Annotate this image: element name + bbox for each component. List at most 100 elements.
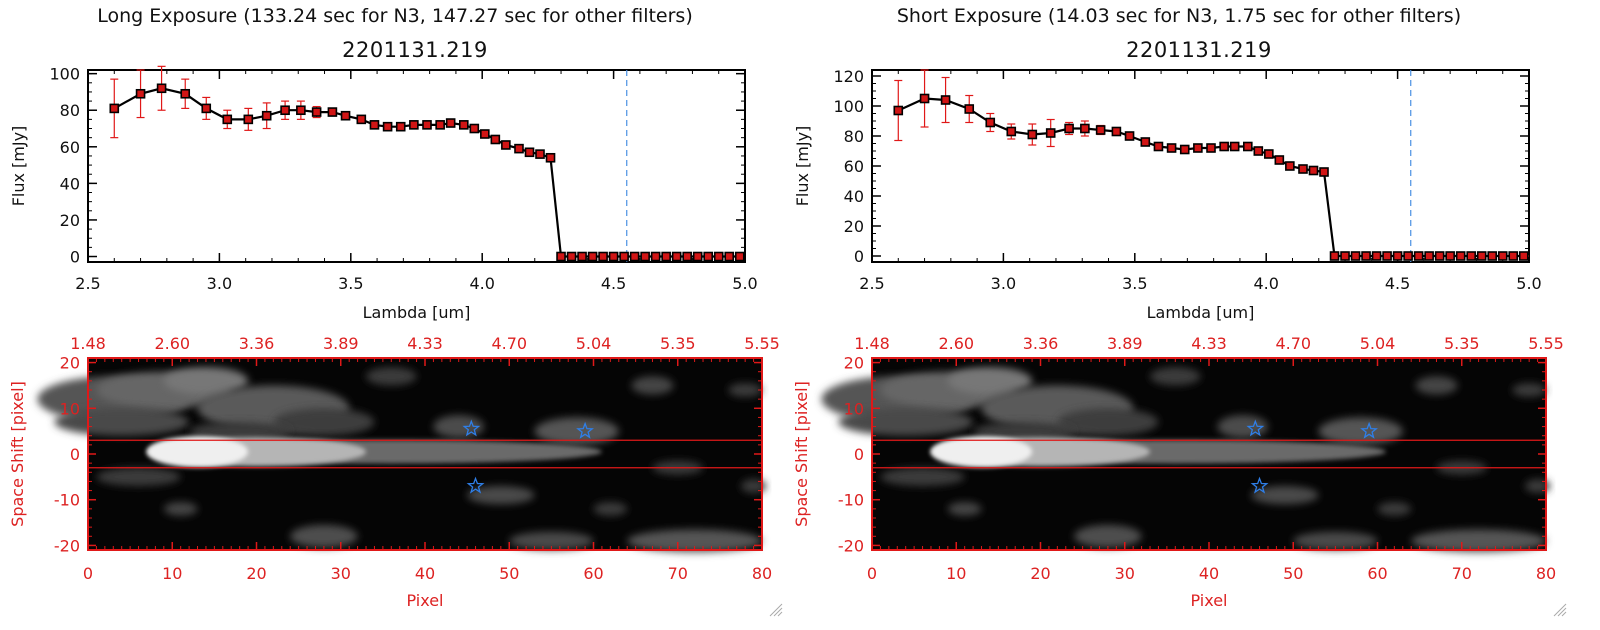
shift-tick-label: 0: [70, 445, 80, 464]
pixel-tick-label: 20: [246, 564, 266, 583]
resize-grip-icon[interactable]: [1553, 603, 1567, 617]
noise-blob: [593, 502, 628, 516]
shift-tick-label: 0: [854, 445, 864, 464]
pixel-axis-label: Pixel: [1190, 591, 1227, 610]
y-tick-label: 60: [60, 138, 80, 157]
data-point: [1361, 251, 1371, 261]
noise-blob: [290, 524, 358, 548]
spectrum-trace-core: [930, 436, 1033, 468]
x-tick-label: 3.0: [991, 274, 1016, 293]
noise-blob: [880, 467, 965, 486]
data-point: [1413, 251, 1424, 261]
pixel-tick-label: 10: [946, 564, 966, 583]
data-point: [382, 121, 393, 132]
x-tick-label: 4.0: [1253, 274, 1278, 293]
data-point: [1045, 128, 1056, 138]
data-point: [566, 251, 577, 262]
noise-blob: [1318, 417, 1403, 445]
x-tick-label: 3.0: [207, 274, 232, 293]
data-point: [1308, 165, 1319, 176]
data-point: [1095, 125, 1106, 135]
wavelength-tick-label: 1.48: [854, 334, 890, 353]
noise-blob: [163, 502, 198, 516]
data-point: [459, 120, 469, 130]
grip-line: [1561, 611, 1567, 617]
data-point: [608, 251, 619, 262]
data-point: [1219, 141, 1229, 152]
data-point: [964, 104, 975, 114]
data-point: [296, 105, 306, 116]
wavelength-tick-label: 4.33: [1191, 334, 1227, 353]
wavelength-tick-label: 3.36: [1023, 334, 1059, 353]
spectral-image: 0 10 20 30 40 50 60 70 80 1.48 2.60 3.36 3.89 4.33 4.7…: [8, 334, 780, 610]
wavelength-tick-label: 4.33: [407, 334, 443, 353]
grip-line: [777, 611, 783, 617]
shift-tick-label: -20: [838, 536, 864, 555]
data-point: [1350, 251, 1361, 261]
pixel-tick-label: 70: [1452, 564, 1472, 583]
grip-line: [773, 607, 783, 617]
pixel-tick-label: 30: [1115, 564, 1135, 583]
data-point: [1487, 251, 1498, 261]
wavelength-tick-label: 3.36: [239, 334, 275, 353]
data-point: [985, 117, 996, 128]
data-point: [703, 251, 714, 262]
data-point: [940, 95, 951, 105]
data-point: [1243, 141, 1253, 152]
data-point: [280, 105, 290, 116]
data-point: [1193, 143, 1203, 153]
data-point: [311, 107, 322, 117]
data-point: [1434, 251, 1445, 261]
resize-grip-icon[interactable]: [769, 603, 783, 617]
pixel-tick-label: 80: [752, 564, 772, 583]
data-point: [1497, 251, 1508, 261]
x-tick-label: 5.0: [1516, 274, 1541, 293]
wavelength-tick-label: 4.70: [1275, 334, 1311, 353]
noise-blob: [1150, 367, 1201, 386]
pixel-tick-label: 60: [583, 564, 603, 583]
noise-blob: [947, 367, 1033, 395]
noise-blob: [1293, 531, 1378, 550]
data-point: [156, 83, 167, 94]
shift-tick-label: 10: [844, 399, 864, 418]
y-tick-label: 120: [833, 67, 864, 86]
panel-short-exposure: Short Exposure (14.03 sec for N3, 1.75 s…: [792, 5, 1567, 617]
data-point: [1518, 251, 1529, 261]
wavelength-tick-label: 5.04: [576, 334, 612, 353]
x-tick-label: 3.5: [338, 274, 363, 293]
data-point: [1027, 129, 1038, 140]
spectrum-chart: 2.5 3.0 3.5 4.0 4.5 5.0 0 20 40 60 80 100 Lambda [um…: [9, 65, 758, 322]
data-point: [682, 251, 692, 262]
panel-long-exposure: Long Exposure (133.24 sec for N3, 147.27…: [8, 5, 783, 617]
pixel-tick-label: 40: [415, 564, 435, 583]
wavelength-tick-label: 1.48: [70, 334, 106, 353]
exposure-title: Long Exposure (133.24 sec for N3, 147.27…: [97, 5, 693, 27]
shift-axis-label: Space Shift [pixel]: [8, 381, 27, 527]
data-point: [545, 152, 556, 163]
wavelength-tick-label: 2.60: [938, 334, 974, 353]
y-tick-label: 100: [833, 97, 864, 116]
data-point: [1285, 161, 1295, 171]
data-point: [577, 251, 587, 262]
data-point: [619, 251, 629, 262]
x-axis-label: Lambda [um]: [1147, 303, 1255, 322]
data-point: [1229, 141, 1240, 152]
data-point: [587, 251, 598, 262]
pixel-tick-label: 70: [668, 564, 688, 583]
data-point: [395, 121, 406, 132]
pixel-axis-label: Pixel: [406, 591, 443, 610]
data-point: [1403, 251, 1413, 261]
data-point: [1274, 155, 1285, 165]
data-point: [340, 110, 351, 121]
noise-blob: [1074, 524, 1142, 548]
grip-line: [769, 603, 783, 617]
data-point: [435, 120, 445, 130]
noise-blob: [947, 502, 982, 516]
wavelength-tick-label: 3.89: [323, 334, 359, 353]
pixel-tick-label: 10: [162, 564, 182, 583]
star-marker-icon: [1246, 419, 1265, 437]
data-point: [598, 251, 608, 262]
wavelength-tick-label: 5.55: [744, 334, 780, 353]
wavelength-tick-label: 2.60: [154, 334, 190, 353]
y-tick-label: 20: [844, 217, 864, 236]
